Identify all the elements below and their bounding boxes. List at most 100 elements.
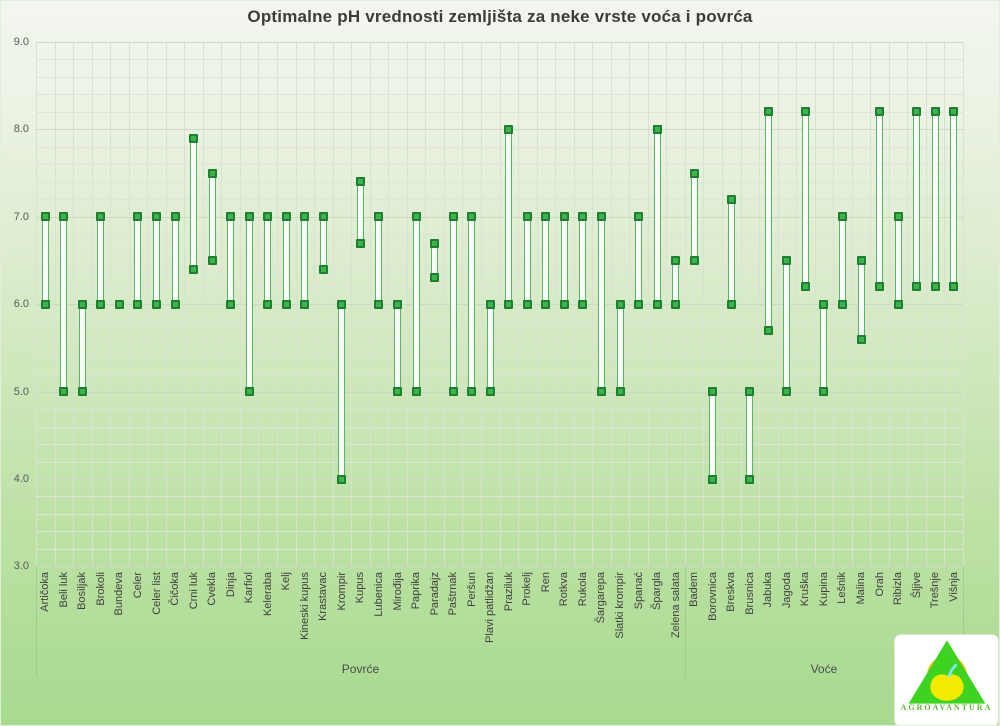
range-min-marker bbox=[152, 299, 161, 309]
minor-gridline bbox=[36, 513, 963, 515]
range-max-marker bbox=[930, 107, 940, 117]
range-min-marker bbox=[689, 256, 699, 265]
range-bar bbox=[950, 111, 958, 287]
range-max-marker bbox=[448, 212, 458, 222]
x-axis-label: Šargarepa bbox=[595, 572, 608, 624]
range-bar bbox=[857, 260, 865, 340]
minor-gridline bbox=[36, 531, 963, 533]
y-axis-tick: 5.0 bbox=[13, 385, 29, 398]
range-max-marker bbox=[300, 212, 310, 222]
range-min-marker bbox=[522, 299, 532, 309]
major-gridline bbox=[36, 304, 963, 306]
minor-gridline bbox=[36, 181, 963, 183]
range-min-marker bbox=[77, 387, 87, 397]
range-max-marker bbox=[541, 212, 551, 222]
y-axis-tick: 6.0 bbox=[13, 298, 29, 311]
range-bar bbox=[97, 216, 105, 305]
x-axis-label: Malina bbox=[855, 572, 868, 605]
range-min-marker bbox=[59, 387, 69, 397]
range-bar bbox=[913, 111, 921, 287]
range-bar bbox=[338, 304, 346, 479]
range-min-marker bbox=[485, 387, 495, 397]
x-axis-label: Kupus bbox=[354, 572, 367, 604]
range-min-marker bbox=[504, 299, 514, 309]
x-axis-label: Kupina bbox=[817, 572, 830, 607]
range-bar bbox=[616, 304, 624, 392]
range-min-marker bbox=[393, 387, 403, 397]
range-min-marker bbox=[207, 256, 217, 265]
agroavantura-logo: AGROAVANTURA bbox=[894, 634, 999, 725]
minor-gridline bbox=[36, 269, 963, 271]
x-axis-label: Rukola bbox=[576, 572, 589, 607]
range-min-marker bbox=[467, 387, 477, 397]
range-min-marker bbox=[930, 282, 940, 292]
chart-title: Optimalne pH vrednosti zemljišta za neke… bbox=[247, 7, 753, 26]
range-min-marker bbox=[244, 387, 254, 397]
range-bar bbox=[264, 216, 272, 305]
x-axis-label: Celer bbox=[131, 572, 144, 599]
range-bar bbox=[523, 216, 531, 305]
range-max-marker bbox=[281, 212, 291, 222]
x-axis-label: Crni luk bbox=[187, 572, 200, 610]
x-axis-label: Peršun bbox=[465, 572, 478, 608]
range-max-marker bbox=[726, 194, 736, 204]
range-max-marker bbox=[615, 299, 625, 309]
range-bar bbox=[764, 111, 772, 331]
range-bar bbox=[41, 216, 49, 305]
range-bar bbox=[709, 391, 717, 479]
range-bar bbox=[727, 199, 735, 305]
range-max-marker bbox=[337, 299, 347, 309]
major-gridline bbox=[36, 42, 963, 43]
range-min-marker bbox=[300, 299, 310, 309]
range-bar bbox=[134, 216, 142, 305]
x-axis-label: Kelj bbox=[280, 572, 293, 591]
triangle-icon bbox=[908, 640, 985, 704]
range-min-marker bbox=[170, 299, 180, 309]
range-bar bbox=[171, 216, 179, 305]
range-max-marker bbox=[207, 168, 217, 178]
x-axis-label: Celer list bbox=[150, 572, 163, 616]
x-axis-label: Slatki krompir bbox=[614, 572, 626, 640]
range-min-marker bbox=[281, 299, 291, 309]
minor-gridline bbox=[36, 286, 963, 288]
range-bar bbox=[876, 111, 884, 287]
range-bar bbox=[78, 304, 86, 392]
x-axis-label: Karfiol bbox=[243, 572, 256, 604]
x-axis-label: Čičoka bbox=[169, 572, 182, 607]
minor-gridline bbox=[36, 59, 963, 61]
range-bar bbox=[801, 111, 809, 287]
range-min-marker bbox=[40, 299, 50, 309]
x-axis-label: Badem bbox=[688, 572, 701, 608]
range-bar bbox=[486, 304, 494, 392]
range-max-marker bbox=[411, 212, 421, 222]
minor-gridline bbox=[36, 321, 963, 323]
range-bar bbox=[227, 216, 235, 305]
x-axis-label: Krompir bbox=[335, 572, 348, 611]
x-axis-label: Lubenica bbox=[372, 572, 385, 618]
range-bar bbox=[653, 129, 661, 305]
range-max-marker bbox=[819, 299, 829, 309]
x-axis-label: Orah bbox=[873, 572, 886, 597]
x-axis-label: Spanać bbox=[632, 572, 645, 610]
range-min-marker bbox=[782, 387, 792, 397]
x-axis-label: Jabuka bbox=[762, 572, 775, 608]
minor-gridline bbox=[36, 339, 963, 341]
major-gridline bbox=[36, 129, 963, 131]
axis-group-divider bbox=[963, 566, 964, 677]
range-min-marker bbox=[96, 299, 106, 309]
range-bar bbox=[245, 216, 253, 392]
range-min-marker bbox=[819, 387, 829, 397]
range-bar bbox=[282, 216, 290, 305]
x-axis-label: Borovnica bbox=[706, 572, 719, 622]
range-max-marker bbox=[522, 212, 532, 222]
axis-group-divider bbox=[36, 566, 37, 677]
minor-gridline bbox=[36, 199, 963, 201]
range-min-marker bbox=[596, 387, 606, 397]
range-max-marker bbox=[504, 124, 514, 134]
x-axis-label: Ren bbox=[539, 572, 552, 593]
range-bar bbox=[579, 216, 587, 305]
x-axis-label: Jagoda bbox=[780, 572, 793, 609]
minor-gridline bbox=[36, 374, 963, 376]
range-bar bbox=[412, 216, 420, 392]
